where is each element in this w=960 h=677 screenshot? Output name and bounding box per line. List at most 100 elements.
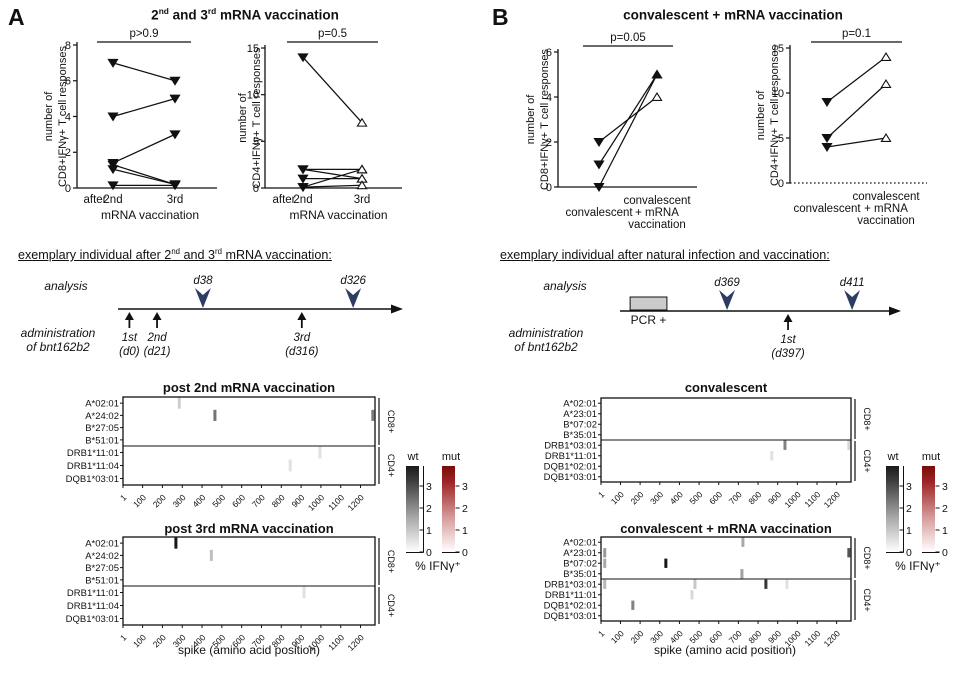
panel-a-title-mid: and 3 — [168, 7, 208, 23]
timeline-a-heading-post: mRNA vaccination: — [221, 248, 332, 263]
p-value-label: p=0.1 — [842, 28, 871, 40]
y-tick-label: 5 — [778, 133, 784, 145]
response-mark — [847, 548, 851, 558]
x-tick-label: 200 — [151, 492, 168, 509]
x-tick-label: 1000 — [306, 492, 327, 513]
x-tick-label: 2nd — [103, 194, 122, 206]
cd4-group-label: CD4+ — [862, 588, 872, 611]
subject-line — [112, 98, 176, 118]
hla-row-label: A*02:01 — [563, 538, 597, 549]
timeline-a-heading-sup1: nd — [171, 247, 180, 256]
marker-tri-up-filled — [651, 69, 663, 79]
x-tick-label: 800 — [746, 489, 763, 506]
dose-day-label: (d397) — [771, 348, 804, 360]
hla-row-label: A*24:02 — [85, 551, 119, 562]
timeline-arrowhead — [391, 304, 403, 314]
chart-b-cd8-responses: 0 2 4 6 p=0.05 number of CD8+IFNγ+ T cell resp… — [525, 32, 697, 231]
marker-tri-down-filled — [297, 53, 309, 63]
y-tick-label: 5 — [253, 136, 259, 148]
hla-row-label: DRB1*11:04 — [67, 461, 119, 472]
panel-a-title: 2nd and 3rd mRNA vaccination — [95, 6, 395, 23]
hla-row-label: DRB1*11:01 — [545, 590, 597, 601]
marker-tri-down-filled — [821, 134, 833, 143]
hla-row-label: A*02:01 — [85, 539, 119, 550]
mut-scale-tick-label: 2 — [462, 503, 468, 515]
timeline-b-heading: exemplary individual after natural infec… — [500, 247, 830, 262]
dose-label: 3rd — [294, 332, 311, 344]
x-axis-title: spike (amino acid position) — [654, 643, 796, 657]
response-mark — [603, 579, 607, 589]
x-tick-label: 2nd — [293, 194, 312, 206]
marker-tri-down-filled — [821, 98, 833, 107]
y-tick-label: 4 — [65, 111, 71, 123]
y-axis-label-line2: CD4+IFNγ+ T cell responses — [769, 44, 781, 186]
marker-tri-down-filled — [107, 181, 119, 191]
administration-label-line1: administration — [21, 326, 96, 340]
response-mark — [740, 569, 744, 579]
x-tick-label: 1 — [596, 489, 607, 500]
mut-scale-label: mut — [922, 451, 940, 463]
pcr-positive-label: PCR + — [631, 313, 667, 327]
marker-tri-up-open — [651, 92, 663, 101]
marker-tri-down-filled — [107, 165, 119, 175]
x-axis-title: spike (amino acid position) — [178, 643, 320, 657]
marker-tri-down-filled — [593, 183, 605, 192]
administration-arrow-icon — [783, 314, 793, 322]
response-mark — [664, 558, 668, 568]
hla-row-label: DRB1*03:01 — [544, 580, 597, 591]
x-tick-label: 200 — [151, 632, 168, 649]
marker-tri-up-open — [880, 133, 892, 142]
heatmap-b-conv-mrna-title: convalescent + mRNA vaccination — [620, 521, 832, 536]
response-mark — [213, 409, 217, 421]
x-tick-label: 1200 — [822, 489, 843, 510]
heatmap-border — [122, 396, 376, 486]
marker-tri-up-open — [356, 180, 368, 190]
y-tick-label: 2 — [546, 137, 552, 149]
heatmap-b-convalescent: A*02:01A*23:01B*07:02B*35:01DRB1*03:01DR… — [544, 397, 872, 510]
cd8-group-label: CD8+ — [862, 546, 872, 569]
analysis-arrow-icon — [719, 290, 736, 310]
marker-tri-down-filled — [297, 183, 309, 193]
response-mark — [603, 558, 607, 568]
analysis-label: analysis — [44, 279, 87, 293]
y-axis-label-line2: CD8+IFNγ+ T cell responses — [539, 48, 551, 190]
subject-line — [302, 168, 363, 180]
hla-row-label: DRB1*11:01 — [67, 448, 119, 459]
x-axis-title: mRNA vaccination — [289, 208, 387, 222]
x-tick-label: vaccination — [628, 219, 686, 231]
x-tick-label: 1 — [596, 628, 607, 639]
x-tick-label: 600 — [707, 489, 724, 506]
dose-day-label: (d316) — [285, 346, 318, 358]
y-tick-label: 2 — [65, 147, 71, 159]
x-tick-label: 900 — [289, 492, 306, 509]
y-tick-label: 0 — [778, 178, 784, 190]
analysis-arrow-icon — [844, 290, 861, 310]
x-tick-label: 900 — [766, 489, 783, 506]
subject-line — [302, 184, 363, 188]
y-tick-label: 0 — [546, 182, 552, 194]
heatmap-a-post2: A*02:01A*24:02B*27:05B*51:01 DRB1*11:01 DR… — [66, 396, 396, 513]
y-tick-label: 6 — [65, 76, 71, 88]
marker-tri-down-filled — [593, 138, 605, 147]
y-tick-label: 0 — [65, 183, 71, 195]
dose-day-label: (d0) — [119, 346, 140, 358]
timeline-b-heading-text: exemplary individual after natural infec… — [500, 248, 830, 263]
y-axis-label-line2: CD4+IFNγ+ T cell responses — [251, 47, 263, 189]
marker-tri-down-filled — [169, 76, 181, 86]
hla-row-label: DQB1*02:01 — [544, 462, 597, 473]
analysis-day-label: d38 — [193, 275, 213, 287]
mut-scale-tick-label: 2 — [942, 503, 948, 515]
x-tick-label: + mRNA — [635, 207, 679, 219]
x-tick-label: 1000 — [782, 489, 803, 510]
panel-b-title: convalescent + mRNA vaccination — [583, 6, 883, 23]
response-mark — [847, 440, 851, 450]
cd8-group-label: CD8+ — [386, 550, 396, 573]
wt-gradient-bar — [886, 466, 899, 552]
marker-tri-down-filled — [297, 165, 309, 175]
response-mark — [783, 440, 787, 450]
x-tick-label: 500 — [687, 489, 704, 506]
heatmap-a-post2-title: post 2nd mRNA vaccination — [162, 380, 336, 395]
hla-row-label: B*51:01 — [85, 575, 119, 586]
hla-row-label: B*51:01 — [85, 435, 119, 446]
